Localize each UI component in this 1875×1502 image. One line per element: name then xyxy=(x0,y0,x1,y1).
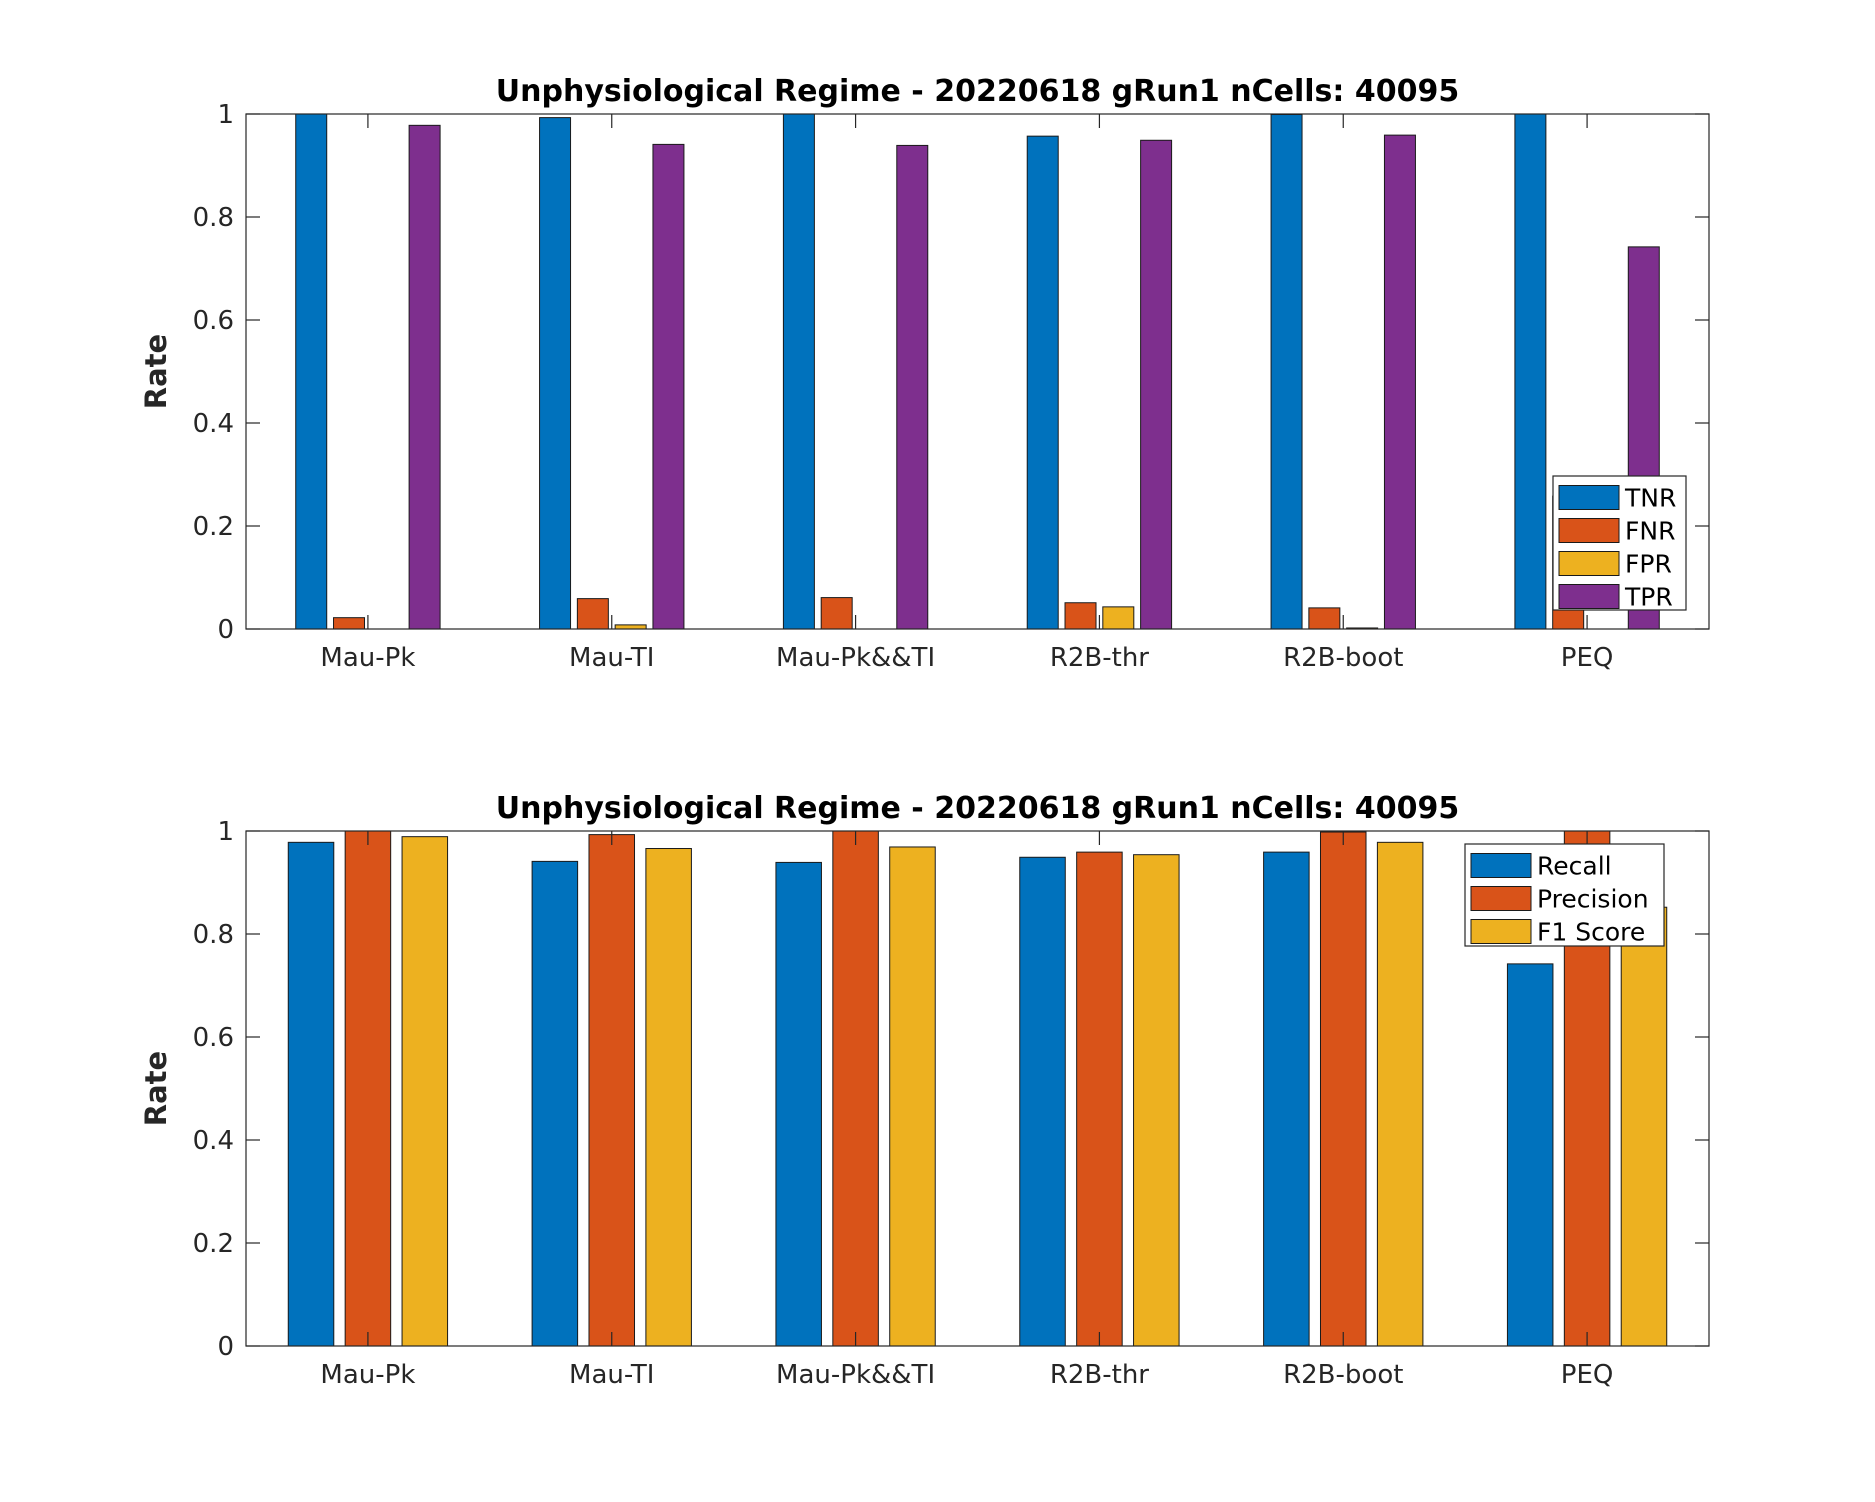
legend-swatch-recall xyxy=(1470,853,1532,878)
bar-f1-score-0 xyxy=(401,836,449,1347)
bar-f1-score-3 xyxy=(1133,854,1180,1347)
bar-recall-5 xyxy=(1506,963,1554,1347)
legend-swatch-f1-score xyxy=(1470,919,1532,944)
bar-tpr-4 xyxy=(1383,134,1416,630)
legend-label: TNR xyxy=(1624,484,1676,513)
axes-box xyxy=(245,113,1710,630)
legend-swatch-tpr xyxy=(1558,584,1620,609)
x-tick-label: Mau-TI xyxy=(569,1360,654,1390)
legend-swatch-precision xyxy=(1470,886,1532,911)
legend-label: FNR xyxy=(1625,517,1675,546)
legend-label: FPR xyxy=(1625,550,1672,579)
bar-f1-score-1 xyxy=(645,848,692,1347)
rates-chart: 0 0.2 0.4 0.6 0.8 1 Mau-Pk Mau-TI Mau-Pk&&TI R2B-… xyxy=(139,74,1710,673)
axes-box xyxy=(245,830,1710,1347)
bar-precision-1 xyxy=(588,834,636,1347)
bar-tpr-2 xyxy=(896,144,929,630)
scores-chart: 0 0.2 0.4 0.6 0.8 1 Mau-Pk Mau-TI Mau-Pk&&TI R2B-… xyxy=(139,791,1710,1390)
bar-fnr-2 xyxy=(820,597,853,630)
y-axis-label: Rate xyxy=(139,334,173,409)
bar-recall-1 xyxy=(531,860,579,1347)
bar-tnr-3 xyxy=(1026,135,1059,630)
bar-fpr-3 xyxy=(1102,606,1135,630)
bar-recall-3 xyxy=(1019,856,1066,1347)
y-tick-label: 0 xyxy=(217,615,234,645)
bar-recall-4 xyxy=(1263,851,1310,1347)
legend-label: F1 Score xyxy=(1537,918,1645,947)
x-tick-label: Mau-Pk&&TI xyxy=(776,643,935,673)
bar-fnr-3 xyxy=(1064,602,1097,630)
bar-f1-score-4 xyxy=(1376,841,1424,1347)
bar-precision-4 xyxy=(1319,831,1367,1347)
bar-tnr-1 xyxy=(539,117,572,630)
x-tick-label: Mau-Pk xyxy=(320,643,415,673)
x-tick-label: PEQ xyxy=(1561,1360,1614,1390)
x-tick-label: R2B-thr xyxy=(1050,1360,1149,1390)
y-tick-label: 0 xyxy=(217,1332,234,1362)
legend-label: Precision xyxy=(1537,885,1649,914)
bar-tnr-5 xyxy=(1514,113,1547,630)
x-tick-label: Mau-Pk xyxy=(320,1360,415,1390)
y-tick-label: 1 xyxy=(217,817,234,847)
bar-fnr-1 xyxy=(576,598,609,630)
legend-label: TPR xyxy=(1624,583,1673,612)
bar-fnr-4 xyxy=(1308,607,1341,630)
y-tick-label: 0.4 xyxy=(193,409,234,439)
y-tick-label: 0.2 xyxy=(193,1229,234,1259)
bar-fpr-1 xyxy=(614,624,647,630)
bar-recall-0 xyxy=(287,841,335,1347)
x-tick-label: R2B-boot xyxy=(1283,643,1403,673)
bar-f1-score-5 xyxy=(1620,906,1668,1347)
bar-tpr-0 xyxy=(408,124,441,630)
bar-precision-2 xyxy=(832,830,879,1347)
x-tick-label: Mau-TI xyxy=(569,643,654,673)
x-tick-label: R2B-thr xyxy=(1050,643,1149,673)
y-tick-label: 0.4 xyxy=(193,1126,234,1156)
bar-tpr-3 xyxy=(1140,139,1173,630)
bar-tnr-0 xyxy=(295,113,328,630)
y-tick-label: 0.8 xyxy=(193,920,234,950)
bar-precision-3 xyxy=(1076,851,1123,1347)
legend-swatch-fpr xyxy=(1558,551,1620,576)
x-tick-label: Mau-Pk&&TI xyxy=(776,1360,935,1390)
legend-label: Recall xyxy=(1537,852,1612,881)
bar-f1-score-2 xyxy=(889,846,936,1347)
y-tick-label: 0.8 xyxy=(193,203,234,233)
x-tick-label: PEQ xyxy=(1561,643,1614,673)
y-tick-label: 1 xyxy=(217,100,234,130)
bar-precision-0 xyxy=(344,830,392,1347)
legend-swatch-tnr xyxy=(1558,485,1620,510)
legend: Recall Precision F1 Score xyxy=(1464,843,1665,947)
chart-title: Unphysiological Regime - 20220618 gRun1 … xyxy=(496,791,1459,826)
bar-tnr-4 xyxy=(1270,114,1303,630)
chart-title: Unphysiological Regime - 20220618 gRun1 … xyxy=(496,74,1459,109)
legend-swatch-fnr xyxy=(1558,518,1620,543)
y-tick-label: 0.2 xyxy=(193,512,234,542)
legend: TNR FNR FPR TPR xyxy=(1552,475,1687,612)
y-tick-label: 0.6 xyxy=(193,306,234,336)
bar-tpr-1 xyxy=(652,143,685,630)
bar-tnr-2 xyxy=(782,113,815,630)
bar-recall-2 xyxy=(775,861,822,1347)
bar-fnr-0 xyxy=(333,617,366,630)
y-tick-label: 0.6 xyxy=(193,1023,234,1053)
x-tick-label: R2B-boot xyxy=(1283,1360,1403,1390)
y-axis-label: Rate xyxy=(139,1051,173,1126)
